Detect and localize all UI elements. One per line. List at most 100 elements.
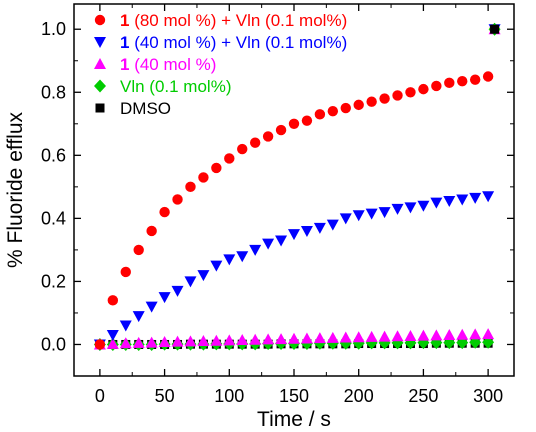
- legend-label: 1 (40 mol %): [120, 55, 216, 74]
- data-point: [236, 251, 249, 263]
- data-point: [262, 238, 275, 250]
- legend-label: Vln (0.1 mol%): [120, 77, 231, 96]
- legend-label-text: (40 mol %) + Vln (0.1 mol%): [129, 33, 347, 52]
- x-tick-label: 50: [155, 386, 175, 406]
- legend-marker: [95, 103, 105, 113]
- data-point: [300, 332, 313, 344]
- data-point: [197, 270, 210, 282]
- data-point: [198, 172, 209, 183]
- data-point: [210, 260, 223, 272]
- legend-item: 1 (40 mol %) + Vln (0.1 mol%): [94, 33, 347, 52]
- x-axis-ticks: 0 50 100 150 200 250 300: [95, 4, 503, 406]
- data-point: [431, 80, 442, 92]
- data-point: [275, 124, 287, 136]
- data-point: [159, 206, 170, 218]
- legend-label-bold: 1: [120, 11, 129, 30]
- data-point: [275, 235, 288, 247]
- data-point: [482, 328, 495, 340]
- x-tick-label: 0: [95, 386, 105, 406]
- y-tick-label: 0.6: [41, 145, 66, 165]
- data-point: [145, 301, 158, 313]
- legend-label-bold: 1: [120, 33, 129, 52]
- data-point: [365, 330, 378, 342]
- data-point: [262, 131, 274, 142]
- data-point: [430, 329, 443, 341]
- data-point: [339, 213, 352, 225]
- data-point: [391, 330, 404, 342]
- data-point: [211, 162, 222, 174]
- data-point: [301, 115, 313, 126]
- data-point: [444, 77, 455, 89]
- data-point: [288, 229, 300, 241]
- data-point: [313, 332, 326, 344]
- data-point: [288, 332, 300, 344]
- data-point: [249, 137, 261, 148]
- data-point: [146, 225, 157, 237]
- data-point: [210, 334, 223, 346]
- data-point: [106, 330, 119, 342]
- data-point: [197, 335, 210, 347]
- data-point: [185, 181, 196, 193]
- data-point: [469, 192, 482, 204]
- y-tick-label: 0.2: [41, 271, 66, 291]
- legend-item: Vln (0.1 mol%): [94, 77, 231, 96]
- x-tick-label: 150: [279, 386, 309, 406]
- data-point: [132, 311, 145, 323]
- legend-marker: [94, 58, 106, 69]
- data-point: [223, 334, 236, 346]
- legend-label: DMSO: [120, 99, 171, 118]
- data-point: [171, 335, 184, 347]
- endpoint-point: [490, 24, 500, 34]
- data-point: [172, 194, 183, 205]
- y-axis-ticks: 0.0 0.2 0.4 0.6 0.8 1.0: [41, 19, 514, 354]
- data-point: [443, 329, 456, 341]
- data-point: [223, 254, 236, 266]
- data-point: [404, 329, 417, 341]
- data-point: [366, 96, 377, 107]
- data-point: [457, 76, 468, 87]
- data-point: [133, 244, 144, 256]
- data-point: [314, 109, 326, 120]
- data-point: [405, 87, 416, 98]
- y-axis-title: % Fluoride efflux: [4, 111, 27, 268]
- legend-marker: [94, 37, 106, 48]
- data-point: [469, 328, 482, 340]
- data-point: [171, 285, 184, 297]
- data-point: [158, 335, 171, 347]
- data-point: [365, 208, 378, 220]
- legend-label-text: (40 mol %): [129, 55, 216, 74]
- data-point: [443, 196, 456, 208]
- data-point: [119, 320, 132, 332]
- x-tick-label: 100: [214, 386, 244, 406]
- data-point: [353, 99, 364, 111]
- data-point: [326, 331, 339, 343]
- data-point: [469, 74, 481, 85]
- data-point: [107, 295, 119, 306]
- data-point: [120, 266, 131, 278]
- data-point: [184, 276, 197, 288]
- data-points: [93, 22, 501, 351]
- x-tick-label: 300: [473, 386, 503, 406]
- legend-label-text: DMSO: [120, 99, 171, 118]
- data-point: [392, 90, 403, 101]
- data-point: [313, 222, 326, 234]
- data-point: [339, 331, 352, 343]
- data-point: [482, 71, 494, 82]
- legend-label: 1 (40 mol %) + Vln (0.1 mol%): [120, 33, 347, 52]
- data-point: [132, 336, 145, 348]
- data-point: [94, 339, 106, 350]
- legend-item: DMSO: [95, 99, 171, 118]
- y-tick-label: 1.0: [41, 19, 66, 39]
- y-tick-label: 0.4: [41, 208, 66, 228]
- data-point: [352, 331, 365, 343]
- legend-marker: [94, 14, 106, 26]
- x-tick-label: 200: [344, 386, 374, 406]
- legend-item: 1 (40 mol %): [94, 55, 216, 74]
- data-point: [456, 194, 469, 206]
- data-point: [482, 191, 495, 203]
- data-point: [158, 292, 171, 304]
- data-point: [352, 210, 365, 222]
- data-point: [391, 203, 404, 215]
- legend-marker: [94, 79, 106, 93]
